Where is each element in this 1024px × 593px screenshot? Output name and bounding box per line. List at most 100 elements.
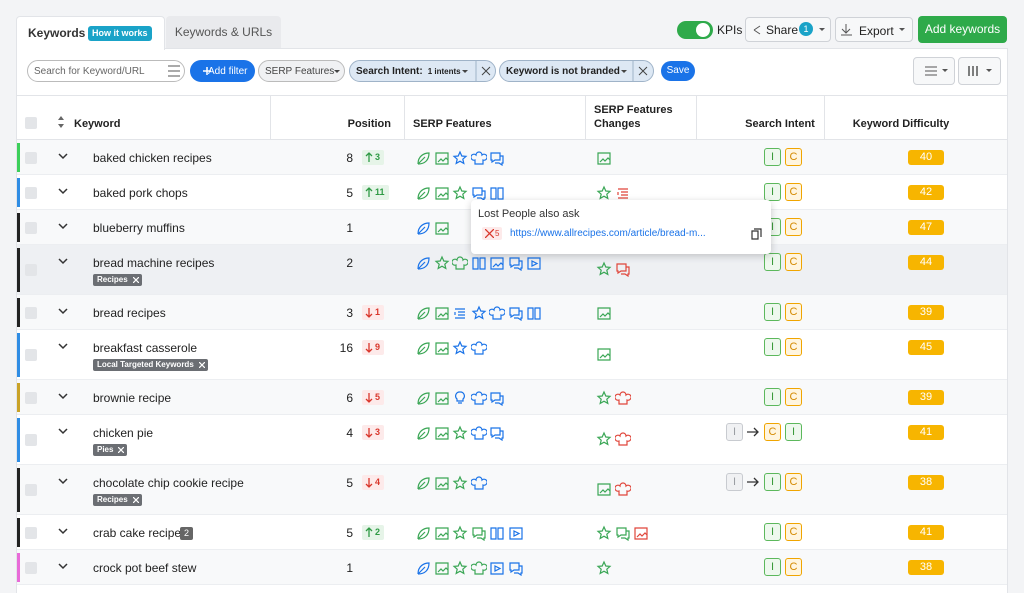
column-divider — [270, 95, 271, 140]
row-checkbox[interactable] — [25, 434, 37, 446]
serp-filter-label: SERP Features — [265, 65, 335, 77]
expand-chevron[interactable] — [58, 528, 68, 536]
feature-icon — [471, 305, 486, 320]
keyword[interactable]: crock pot beef stew — [93, 561, 197, 575]
kpi-toggle[interactable] — [677, 21, 713, 39]
tooltip-title: Lost People also ask — [478, 208, 580, 220]
feature-icon — [470, 151, 487, 165]
feature-icon — [417, 392, 430, 405]
row-checkbox[interactable] — [25, 349, 37, 361]
change-arrow — [365, 152, 373, 162]
feature-icon — [490, 152, 504, 166]
row-color-bar — [17, 518, 20, 547]
expand-chevron[interactable] — [58, 153, 68, 161]
keyword-difficulty: 40 — [908, 150, 944, 165]
keyword[interactable]: breakfast casserole — [93, 341, 198, 355]
keyword[interactable]: chocolate chip cookie recipe — [93, 476, 244, 490]
intent-badge: I — [764, 558, 781, 576]
feature-icon — [596, 525, 612, 540]
feature-icon — [615, 263, 630, 277]
add-filter[interactable]: Add filter — [190, 60, 255, 82]
row-checkbox[interactable] — [25, 186, 37, 199]
keyword[interactable]: baked pork chops — [93, 186, 188, 200]
filter-icons — [168, 60, 992, 82]
intent-filter[interactable]: Search Intent: 1 intents — [349, 60, 496, 82]
row-checkbox[interactable] — [25, 561, 37, 574]
feature-icon — [434, 427, 449, 440]
position-change: 3 — [362, 150, 385, 165]
row-checkbox[interactable] — [25, 151, 37, 164]
keyword[interactable]: bread machine recipes — [93, 256, 215, 270]
keyword[interactable]: bread recipes — [93, 306, 166, 320]
expand-chevron[interactable] — [58, 428, 68, 436]
table-row — [17, 550, 1007, 585]
position-change: 1 — [362, 305, 385, 320]
expand-chevron[interactable] — [58, 258, 68, 266]
keyword-tag: Recipes — [93, 494, 142, 506]
feature-icon — [452, 425, 468, 440]
expand-chevron[interactable] — [58, 478, 68, 486]
row-checkbox[interactable] — [25, 484, 37, 496]
tooltip-url[interactable]: https://www.allrecipes.com/article/bread… — [510, 228, 706, 239]
row-checkbox[interactable] — [25, 391, 37, 404]
feature-icon — [471, 187, 486, 201]
change-arrow — [365, 343, 373, 353]
share-button[interactable] — [745, 17, 831, 42]
feature-icon — [490, 527, 504, 540]
feature-icon — [417, 342, 430, 355]
feature-icon — [614, 482, 631, 496]
tag-remove[interactable] — [118, 447, 125, 453]
tooltip: Lost People also ask 5 https://www.allreci… — [471, 200, 771, 254]
keyword-difficulty: 38 — [908, 560, 944, 575]
feature-icon — [490, 562, 504, 575]
add-keywords[interactable]: Add keywords — [918, 16, 1007, 43]
tag-remove[interactable] — [198, 362, 205, 368]
expand-chevron[interactable] — [58, 563, 68, 571]
kpi-label: KPIs — [717, 23, 743, 37]
row-checkbox[interactable] — [25, 264, 37, 276]
table-row — [17, 415, 1007, 465]
position-change: 3 — [362, 425, 385, 440]
tag-remove[interactable] — [132, 277, 139, 283]
save-button[interactable]: Save — [661, 61, 695, 81]
keyword[interactable]: chicken pie — [93, 426, 154, 440]
feature-icon — [434, 152, 449, 165]
row-checkbox[interactable] — [25, 221, 37, 234]
feature-icon — [471, 257, 486, 270]
share-label: Share — [766, 23, 799, 37]
search-input[interactable] — [27, 60, 185, 82]
lost-icon — [485, 229, 494, 238]
column-divider — [585, 95, 586, 140]
branded-filter[interactable]: Keyword is not branded — [499, 60, 654, 82]
export-button[interactable] — [835, 17, 913, 42]
feature-icon — [417, 427, 430, 440]
keyword[interactable]: crab cake recipe — [93, 526, 182, 540]
tab-other[interactable]: Keywords & URLs — [166, 16, 281, 48]
keyword[interactable]: blueberry muffins — [93, 221, 185, 235]
header-checkbox[interactable] — [25, 117, 37, 129]
keyword-difficulty: 41 — [908, 425, 944, 440]
row-checkbox[interactable] — [25, 306, 37, 319]
how-it-works[interactable]: How it works — [88, 26, 152, 41]
copy-icon[interactable] — [751, 228, 762, 240]
expand-chevron[interactable] — [58, 223, 68, 231]
tag-remove[interactable] — [132, 497, 139, 503]
expand-chevron[interactable] — [58, 343, 68, 351]
expand-chevron[interactable] — [58, 393, 68, 401]
feature-icon — [417, 307, 430, 320]
columns-button[interactable] — [958, 57, 1001, 85]
feature-icon — [596, 261, 612, 276]
feature-icon — [434, 307, 449, 320]
column-divider — [404, 95, 405, 140]
intent-badge: C — [785, 218, 802, 236]
keyword[interactable]: baked chicken recipes — [93, 151, 212, 165]
column-divider — [824, 95, 825, 140]
serp-filter[interactable]: SERP Features — [258, 60, 345, 82]
expand-chevron[interactable] — [58, 308, 68, 316]
row-checkbox[interactable] — [25, 526, 37, 539]
keyword[interactable]: brownie recipe — [93, 391, 172, 405]
expand-chevron[interactable] — [58, 188, 68, 196]
keyword-difficulty: 41 — [908, 525, 944, 540]
intent-badge: C — [785, 473, 802, 491]
position-change: 5 — [362, 390, 385, 405]
